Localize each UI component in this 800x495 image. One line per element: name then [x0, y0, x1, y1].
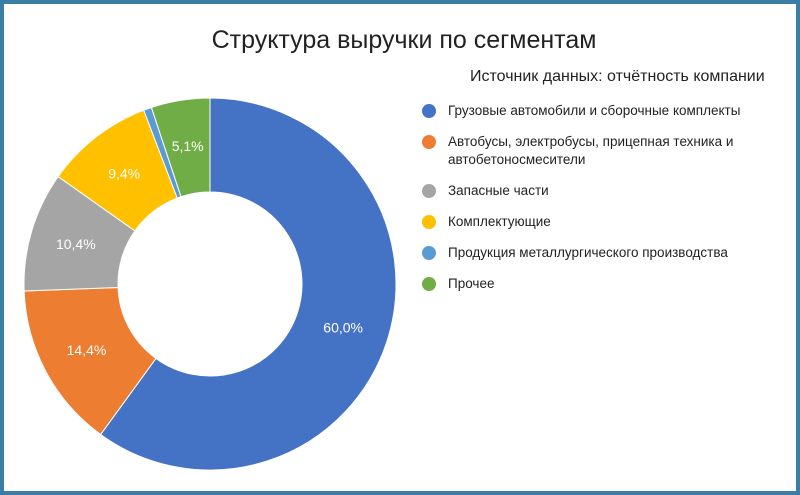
legend-item-1: Грузовые автомобили и сборочные комплект… — [422, 102, 792, 120]
legend-item-6: Прочее — [422, 275, 792, 293]
legend-label: Грузовые автомобили и сборочные комплект… — [448, 103, 741, 118]
legend-swatch — [422, 104, 436, 118]
slice-label-6: 5,1% — [172, 138, 204, 154]
chart-title: Структура выручки по сегментам — [211, 26, 597, 54]
legend: Грузовые автомобили и сборочные комплект… — [422, 102, 792, 293]
legend-label: Комплектующие — [448, 214, 551, 229]
legend-item-3: Запасные части — [422, 182, 792, 200]
slice-label-4: 9,4% — [108, 165, 140, 181]
slice-label-2: 14,4% — [67, 342, 107, 358]
legend-label: Запасные части — [448, 183, 549, 198]
legend-item-5: Продукция металлургического производства — [422, 244, 792, 262]
chart-subtitle: Источник данных: отчётность компании — [470, 68, 765, 85]
slice-label-3: 10,4% — [56, 236, 96, 252]
legend-swatch — [422, 246, 436, 260]
legend-item-2: Автобусы, электробусы, прицепная техника… — [422, 133, 792, 169]
slice-6 — [150, 97, 211, 198]
slice-1 — [99, 97, 397, 471]
legend-swatch — [422, 277, 436, 291]
slice-label-1: 60,0% — [323, 319, 363, 335]
legend-swatch — [422, 184, 436, 198]
legend-swatch — [422, 135, 436, 149]
legend-label: Продукция металлургического производства — [448, 245, 728, 260]
legend-label: Прочее — [448, 276, 495, 291]
legend-label: Автобусы, электробусы, прицепная техника… — [448, 134, 734, 167]
legend-item-4: Комплектующие — [422, 213, 792, 231]
legend-swatch — [422, 215, 436, 229]
